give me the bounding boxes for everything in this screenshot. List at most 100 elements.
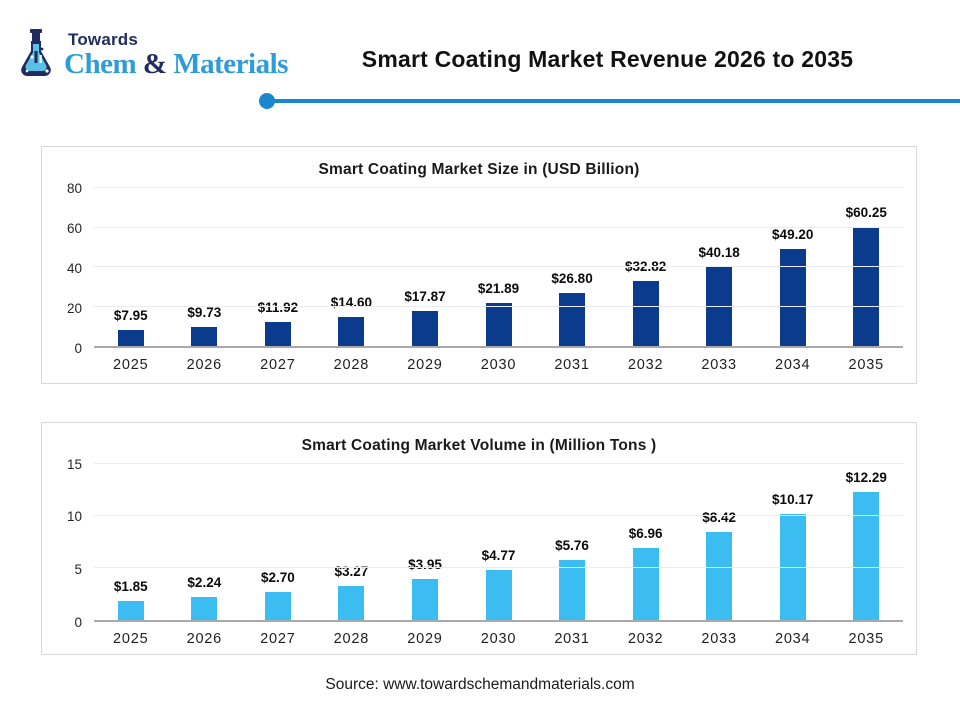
bar-value-label: $26.80 bbox=[551, 271, 593, 287]
rule-dot bbox=[259, 93, 275, 109]
bar-value-label: $2.70 bbox=[260, 569, 295, 585]
bar-value-label: $40.18 bbox=[698, 244, 740, 260]
gridline bbox=[94, 305, 903, 307]
bar-value-label: $9.73 bbox=[187, 304, 222, 320]
bar-2028 bbox=[338, 317, 365, 346]
x-tick-label: 2032 bbox=[627, 631, 664, 647]
x-axis: 2025 2026 2027 2028 2029 2030 2031 2032 2033 2034… bbox=[94, 622, 903, 654]
bar-value-label: $21.89 bbox=[477, 280, 520, 296]
y-axis: 0 20 40 60 80 bbox=[42, 181, 94, 354]
y-tick-label: 60 bbox=[66, 220, 82, 236]
page-header: Towards Chem & Materials Smart Coating M… bbox=[0, 0, 960, 130]
bar-2030 bbox=[485, 302, 512, 346]
y-tick-label: 0 bbox=[74, 340, 82, 356]
bar-column-2029: $3.95 bbox=[388, 464, 462, 620]
y-tick-label: 15 bbox=[66, 456, 82, 472]
gridline bbox=[94, 226, 903, 228]
x-tick-label: 2031 bbox=[554, 357, 590, 373]
bar-value-label: $2.24 bbox=[187, 574, 222, 590]
x-tick-label: 2034 bbox=[774, 357, 811, 373]
y-tick-label: 40 bbox=[66, 260, 82, 276]
chart-body: 0 20 40 60 80 $7.95 $9.73 $11.92 $14.60 $17.87 $2… bbox=[42, 181, 916, 354]
bar-2027 bbox=[264, 591, 291, 620]
bar-2031 bbox=[559, 560, 586, 620]
y-tick-label: 80 bbox=[66, 180, 82, 196]
x-tick-label: 2028 bbox=[333, 357, 370, 373]
chart-title: Smart Coating Market Volume in (Million … bbox=[301, 437, 657, 454]
bar-value-label: $3.95 bbox=[408, 556, 442, 572]
gridline bbox=[94, 515, 903, 516]
brand-line1: Towards bbox=[68, 30, 139, 49]
bar-value-label: $11.92 bbox=[257, 300, 299, 316]
gridline bbox=[94, 266, 903, 267]
bar-column-2025: $7.95 bbox=[94, 188, 168, 346]
bar-value-label: $17.87 bbox=[404, 288, 446, 304]
y-tick-label: 10 bbox=[66, 508, 82, 524]
x-tick-label: 2026 bbox=[186, 357, 223, 373]
gridline bbox=[94, 567, 903, 568]
brand-chem: Chem bbox=[64, 48, 137, 80]
x-tick-label: 2025 bbox=[113, 357, 149, 373]
bars-row: $7.95 $9.73 $11.92 $14.60 $17.87 $21.89 $26.80… bbox=[94, 188, 903, 346]
bar-column-2029: $17.87 bbox=[388, 188, 462, 346]
x-tick-label: 2029 bbox=[407, 357, 443, 373]
bar-column-2028: $3.27 bbox=[315, 464, 389, 620]
bar-2029 bbox=[411, 310, 438, 346]
bar-value-label: $10.17 bbox=[772, 492, 814, 508]
bar-2030 bbox=[485, 570, 512, 620]
bar-column-2033: $8.42 bbox=[682, 464, 756, 620]
bar-value-label: $7.95 bbox=[113, 308, 148, 324]
chart-body: 0 5 10 15 $1.85 $2.24 $2.70 $3.27 $3.95 $4.77 $5.… bbox=[42, 457, 916, 628]
bar-column-2034: $10.17 bbox=[756, 464, 830, 620]
bar-value-label: $6.96 bbox=[628, 525, 663, 541]
y-tick-label: 5 bbox=[74, 561, 82, 577]
bar-value-label: $49.20 bbox=[772, 226, 814, 242]
bar-2031 bbox=[559, 293, 586, 346]
x-tick-label: 2029 bbox=[407, 631, 443, 647]
source-text: Source: www.towardschemandmaterials.com bbox=[325, 676, 635, 693]
chart-panel-market-size: Smart Coating Market Size in (USD Billio… bbox=[41, 146, 917, 384]
bar-column-2032: $32.82 bbox=[609, 188, 683, 346]
x-axis: 2025 2026 2027 2028 2029 2030 2031 2032 2033 2034… bbox=[94, 348, 903, 380]
bar-value-label: $8.42 bbox=[702, 510, 737, 526]
gridline bbox=[94, 463, 903, 464]
x-tick-label: 2034 bbox=[774, 631, 811, 647]
bar-value-label: $4.77 bbox=[481, 548, 516, 564]
y-tick-label: 20 bbox=[66, 300, 82, 316]
brand-wordmark: Towards Chem & Materials bbox=[64, 31, 288, 79]
x-tick-label: 2033 bbox=[701, 357, 737, 373]
bar-2033 bbox=[706, 532, 733, 620]
bar-column-2026: $2.24 bbox=[168, 464, 242, 620]
bar-column-2028: $14.60 bbox=[315, 188, 389, 346]
brand-logo: Towards Chem & Materials bbox=[14, 27, 288, 79]
bar-column-2033: $40.18 bbox=[682, 188, 756, 346]
x-tick-label: 2035 bbox=[848, 631, 884, 647]
bar-column-2031: $5.76 bbox=[535, 464, 609, 620]
bar-value-label: $60.25 bbox=[845, 205, 887, 221]
bar-value-label: $1.85 bbox=[113, 578, 148, 594]
bar-2035 bbox=[853, 492, 880, 620]
bar-value-label: $5.76 bbox=[555, 538, 589, 554]
brand-line2: Chem & Materials bbox=[64, 50, 288, 79]
title-underline-rule bbox=[259, 93, 960, 109]
bar-column-2032: $6.96 bbox=[609, 464, 683, 620]
x-tick-label: 2033 bbox=[701, 631, 737, 647]
bar-column-2025: $1.85 bbox=[94, 464, 168, 620]
gridline bbox=[94, 187, 903, 188]
x-tick-label: 2027 bbox=[260, 357, 296, 373]
bar-column-2027: $2.70 bbox=[241, 464, 315, 620]
x-tick-label: 2028 bbox=[333, 631, 370, 647]
bar-column-2030: $21.89 bbox=[462, 188, 536, 346]
bar-column-2030: $4.77 bbox=[462, 464, 536, 620]
flask-icon bbox=[21, 29, 51, 76]
x-tick-label: 2026 bbox=[186, 631, 223, 647]
bar-column-2027: $11.92 bbox=[241, 188, 315, 346]
y-tick-label: 0 bbox=[74, 614, 82, 630]
bars-row: $1.85 $2.24 $2.70 $3.27 $3.95 $4.77 $5.76 $6.96… bbox=[94, 464, 903, 620]
bar-2026 bbox=[191, 326, 218, 346]
brand-ampersand: & bbox=[136, 48, 174, 80]
x-tick-label: 2025 bbox=[113, 631, 149, 647]
x-tick-label: 2031 bbox=[554, 631, 590, 647]
bar-2035 bbox=[853, 227, 880, 346]
bar-2032 bbox=[632, 547, 659, 620]
